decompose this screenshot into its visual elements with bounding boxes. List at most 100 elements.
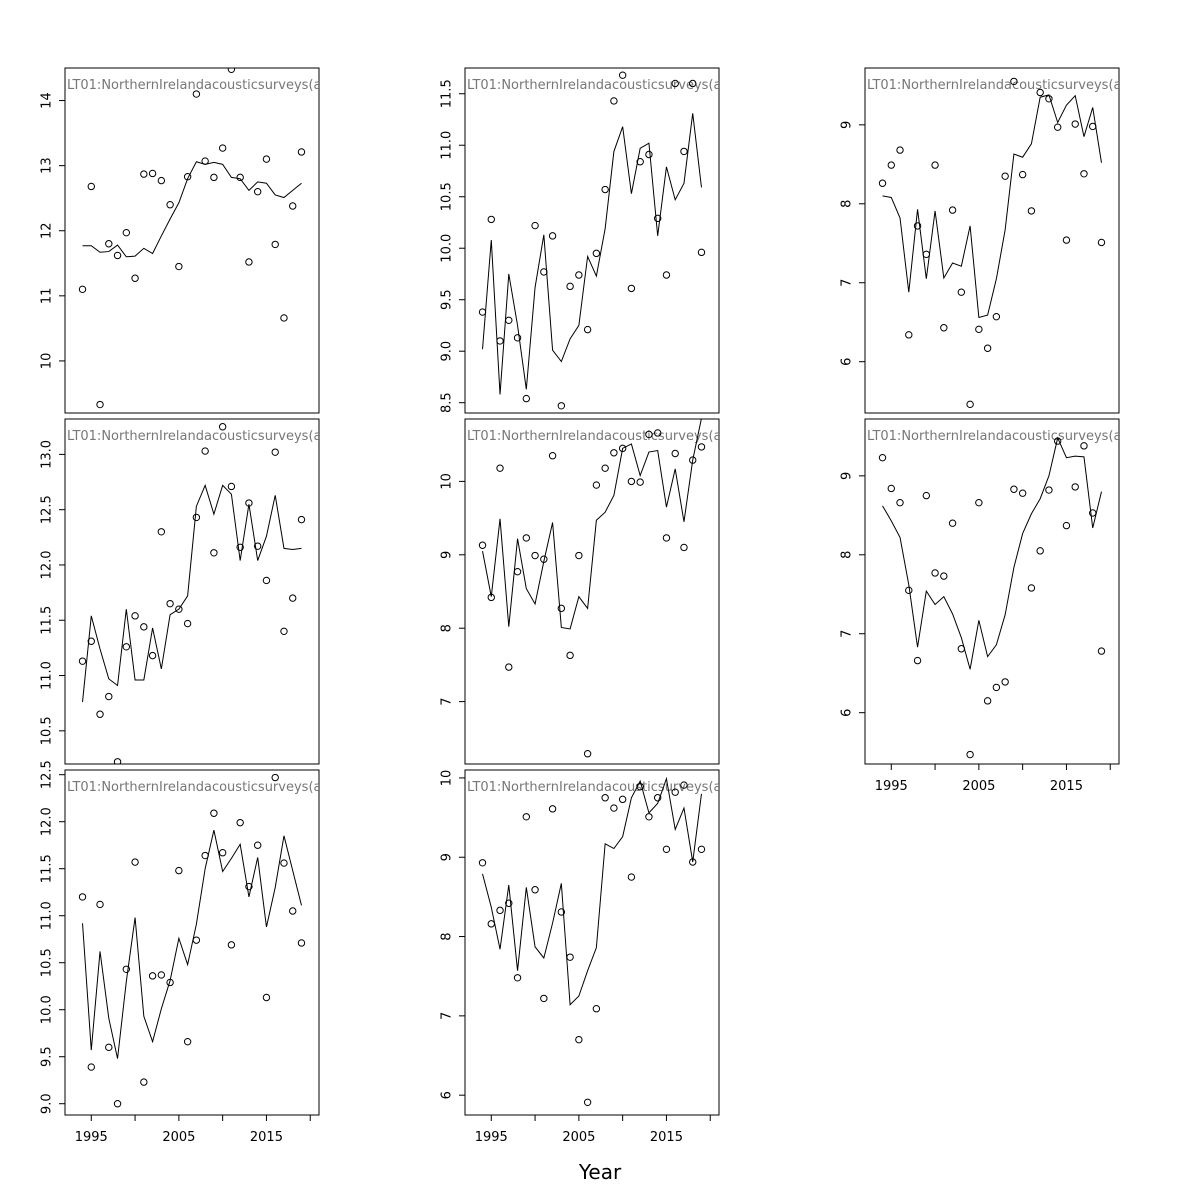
- observed-point: [645, 430, 653, 439]
- y-tick-label: 9.5: [40, 1046, 55, 1067]
- observed-point: [618, 444, 627, 453]
- observed-point: [1010, 77, 1018, 86]
- observed-point: [531, 221, 539, 230]
- observed-point: [618, 795, 627, 804]
- observed-point: [1053, 437, 1062, 445]
- observed-point: [636, 478, 644, 486]
- observed-point: [1062, 521, 1071, 530]
- observed-point: [671, 79, 679, 88]
- x-axis: 1995 2005 2015: [475, 1115, 711, 1145]
- observed-point: [113, 758, 122, 764]
- observed-point: [487, 215, 495, 224]
- observed-point: [680, 543, 688, 552]
- observed-point: [487, 593, 495, 602]
- observed-point: [697, 248, 706, 257]
- observed-point: [105, 240, 113, 248]
- panel-frame: [64, 67, 320, 414]
- observed-point: [610, 97, 618, 105]
- panel-title: LT01:NorthernIrelandacousticsurveys(a: [67, 78, 321, 93]
- observed-point: [96, 900, 104, 909]
- panel-frame: [464, 769, 720, 1116]
- y-tick-label: 9: [840, 121, 855, 129]
- data-layer: [478, 419, 706, 758]
- observed-point: [627, 873, 636, 881]
- observed-point: [671, 449, 679, 458]
- panel-title: LT01:NorthernIrelandacousticsurveys(a: [67, 429, 321, 444]
- observed-point: [627, 284, 636, 293]
- observed-point: [548, 232, 557, 240]
- observed-point: [957, 645, 966, 653]
- panels: 10 11 12 13 14 LT01:NorthernIrelandacousticsu…: [40, 67, 1120, 1145]
- observed-point: [96, 400, 104, 409]
- observed-point: [653, 794, 662, 802]
- observed-point: [148, 169, 157, 178]
- x-axis-label: Year: [578, 1160, 622, 1184]
- y-tick-label: 11.5: [40, 606, 55, 635]
- observed-point: [227, 941, 236, 949]
- y-tick-label: 14: [40, 92, 55, 109]
- y-axis: 6 7 8 9: [840, 472, 865, 717]
- y-tick-label: 6: [440, 1091, 455, 1099]
- y-tick-label: 8: [840, 200, 855, 208]
- observed-point: [1036, 88, 1044, 97]
- observed-point: [983, 344, 992, 352]
- fitted-line: [482, 776, 702, 1006]
- y-tick-label: 10.5: [40, 948, 55, 977]
- observed-point: [1010, 485, 1018, 493]
- observed-point: [689, 456, 697, 464]
- observed-point: [236, 543, 244, 551]
- panel-title: LT01:NorthernIrelandacousticsurveys(a: [67, 780, 321, 795]
- observed-point: [540, 555, 548, 563]
- y-tick-label: 9: [840, 472, 855, 480]
- observed-point: [522, 534, 531, 542]
- observed-point: [505, 663, 513, 671]
- observed-point: [610, 449, 618, 457]
- y-tick-label: 7: [840, 630, 855, 638]
- observed-point: [245, 882, 253, 891]
- observed-point: [975, 498, 983, 507]
- observed-point: [78, 285, 87, 294]
- observed-point: [1097, 647, 1106, 655]
- observed-point: [913, 656, 922, 665]
- observed-point: [522, 813, 531, 821]
- observed-point: [166, 599, 174, 608]
- panel-4: 10.5 11.0 11.5 12.0 12.5 13.0 LT01:NorthernIre…: [40, 418, 321, 765]
- observed-point: [575, 271, 583, 279]
- observed-point: [940, 324, 948, 332]
- observed-point: [1053, 123, 1062, 131]
- observed-point: [583, 325, 592, 334]
- observed-point: [280, 859, 288, 867]
- y-tick-label: 6: [840, 358, 855, 366]
- y-tick-label: 7: [440, 697, 455, 705]
- observed-point: [1071, 120, 1079, 128]
- y-tick-label: 12.5: [40, 760, 55, 789]
- observed-point: [236, 173, 244, 182]
- observed-point: [175, 866, 183, 875]
- y-tick-label: 6: [840, 709, 855, 717]
- observed-point: [183, 173, 192, 181]
- observed-point: [245, 499, 253, 507]
- y-tick-label: 7: [840, 279, 855, 287]
- x-axis: 1995 2005 2015: [75, 1115, 311, 1145]
- panel-frame: [64, 769, 320, 1116]
- observed-point: [610, 804, 618, 812]
- panel-1: 10 11 12 13 14 LT01:NorthernIrelandacousticsu…: [40, 67, 321, 414]
- data-layer: [878, 436, 1106, 759]
- observed-point: [487, 920, 495, 928]
- observed-point: [540, 268, 548, 276]
- observed-point: [1080, 442, 1088, 450]
- observed-point: [78, 657, 87, 665]
- observed-point: [166, 201, 174, 209]
- observed-point: [175, 605, 183, 613]
- observed-point: [575, 1035, 583, 1044]
- observed-point: [175, 262, 183, 271]
- observed-point: [496, 464, 504, 472]
- observed-point: [157, 971, 166, 979]
- observed-point: [271, 448, 279, 456]
- observed-point: [583, 1098, 592, 1107]
- observed-point: [192, 90, 201, 98]
- panel-3: 6 7 8 9 LT01:NorthernIrelandacousticsurveys(…: [840, 67, 1120, 414]
- observed-point: [1001, 678, 1009, 686]
- observed-point: [245, 258, 253, 266]
